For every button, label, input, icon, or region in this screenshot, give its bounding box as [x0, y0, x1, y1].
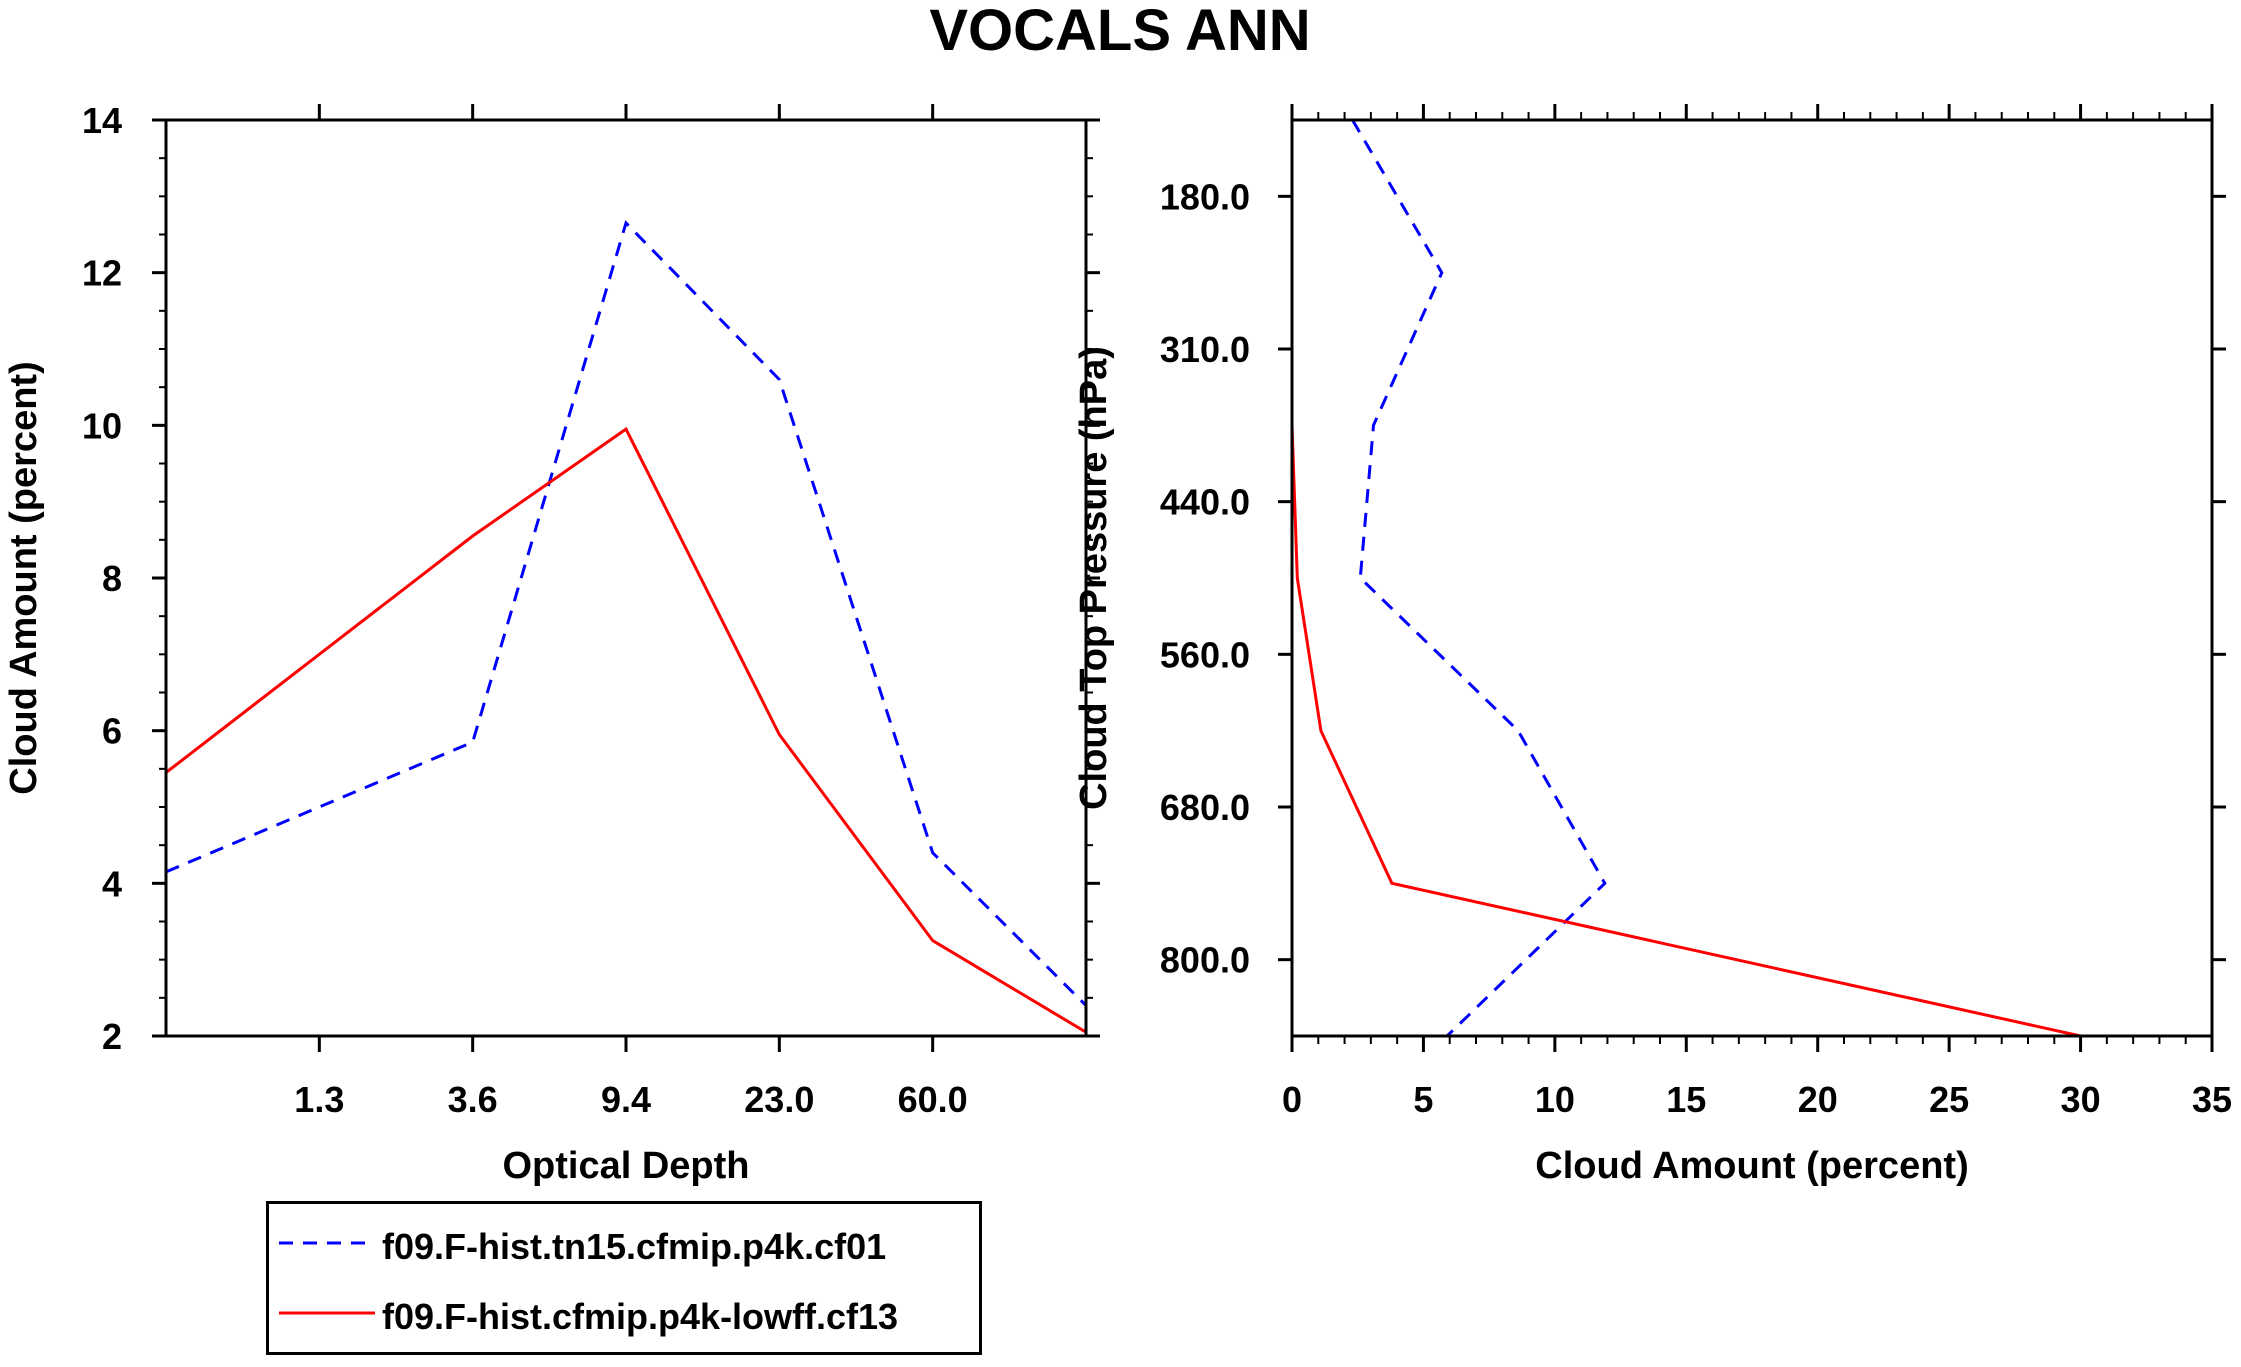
legend-swatch-dashed-blue: [279, 1241, 375, 1245]
left-series-line-blue-dashed: [165, 220, 1088, 1007]
left-y-tick-label: 6: [102, 711, 122, 752]
left-axis-ticks: [152, 104, 1100, 1052]
left-x-axis-label: Optical Depth: [502, 1145, 749, 1187]
right-x-tick-label: 15: [1666, 1079, 1706, 1120]
left-y-tick-label: 14: [82, 100, 122, 141]
right-x-tick-label: 25: [1929, 1079, 1969, 1120]
right-x-tick-label: 35: [2192, 1079, 2232, 1120]
legend-entry-blue: f09.F-hist.tn15.cfmip.p4k.cf01: [269, 1218, 979, 1278]
legend: f09.F-hist.tn15.cfmip.p4k.cf01 f09.F-his…: [266, 1201, 982, 1355]
left-x-tick-label: 3.6: [448, 1079, 498, 1120]
right-tick-labels: 0 5 10 15 20 25 30 35 180.0 310.0 440.0 560.0 680.0 8…: [1160, 176, 2232, 1120]
legend-entry-red: f09.F-hist.cfmip.p4k-lowff.cf13: [269, 1288, 979, 1348]
left-series-group: [165, 220, 1088, 1034]
left-series-line-red-solid: [165, 426, 1087, 1034]
left-y-axis-label: Cloud Amount (percent): [3, 361, 45, 794]
right-x-tick-label: 10: [1535, 1079, 1575, 1120]
left-x-tick-label: 9.4: [601, 1079, 651, 1120]
right-series-group: [1290, 119, 2081, 1038]
right-y-tick-label: 560.0: [1160, 634, 1250, 675]
legend-swatch-solid-red: [279, 1311, 375, 1315]
left-plot-frame: [164, 118, 1088, 1038]
right-y-axis-label: Cloud Top Pressure (hPa): [1073, 346, 1115, 810]
right-panel: 0 5 10 15 20 25 30 35 180.0 310.0 440.0 560.0 680.0 8…: [1073, 104, 2232, 1187]
right-x-tick-label: 30: [2061, 1079, 2101, 1120]
left-x-tick-label: 60.0: [898, 1079, 968, 1120]
left-y-tick-label: 12: [82, 253, 122, 294]
left-x-tick-label: 1.3: [294, 1079, 344, 1120]
legend-label-blue: f09.F-hist.tn15.cfmip.p4k.cf01: [382, 1226, 887, 1267]
figure-title: VOCALS ANN: [929, 0, 1310, 63]
left-y-tick-label: 8: [102, 558, 122, 599]
right-series-line-blue-dashed: [1351, 119, 1607, 1038]
right-plot-frame: [1290, 118, 2214, 1038]
left-x-tick-label: 23.0: [744, 1079, 814, 1120]
right-x-tick-label: 5: [1413, 1079, 1433, 1120]
left-y-tick-label: 10: [82, 405, 122, 446]
right-y-tick-label: 680.0: [1160, 787, 1250, 828]
left-y-tick-label: 2: [102, 1016, 122, 1057]
legend-label-red: f09.F-hist.cfmip.p4k-lowff.cf13: [382, 1296, 899, 1337]
left-panel: 2 4 6 8 10 12 14 1.3 3.6 9.4 23.0 60.0 Optical Dept…: [3, 100, 1100, 1187]
left-y-tick-label: 4: [102, 863, 122, 904]
right-axis-ticks: [1278, 104, 2226, 1052]
right-x-tick-label: 0: [1282, 1079, 1302, 1120]
right-x-axis-label: Cloud Amount (percent): [1535, 1145, 1968, 1187]
right-series-line-red-solid: [1290, 120, 2081, 1038]
left-tick-labels: 2 4 6 8 10 12 14 1.3 3.6 9.4 23.0 60.0: [82, 100, 968, 1120]
right-y-tick-label: 440.0: [1160, 482, 1250, 523]
right-y-tick-label: 310.0: [1160, 329, 1250, 370]
right-x-tick-label: 20: [1798, 1079, 1838, 1120]
right-y-tick-label: 180.0: [1160, 176, 1250, 217]
right-y-tick-label: 800.0: [1160, 940, 1250, 981]
